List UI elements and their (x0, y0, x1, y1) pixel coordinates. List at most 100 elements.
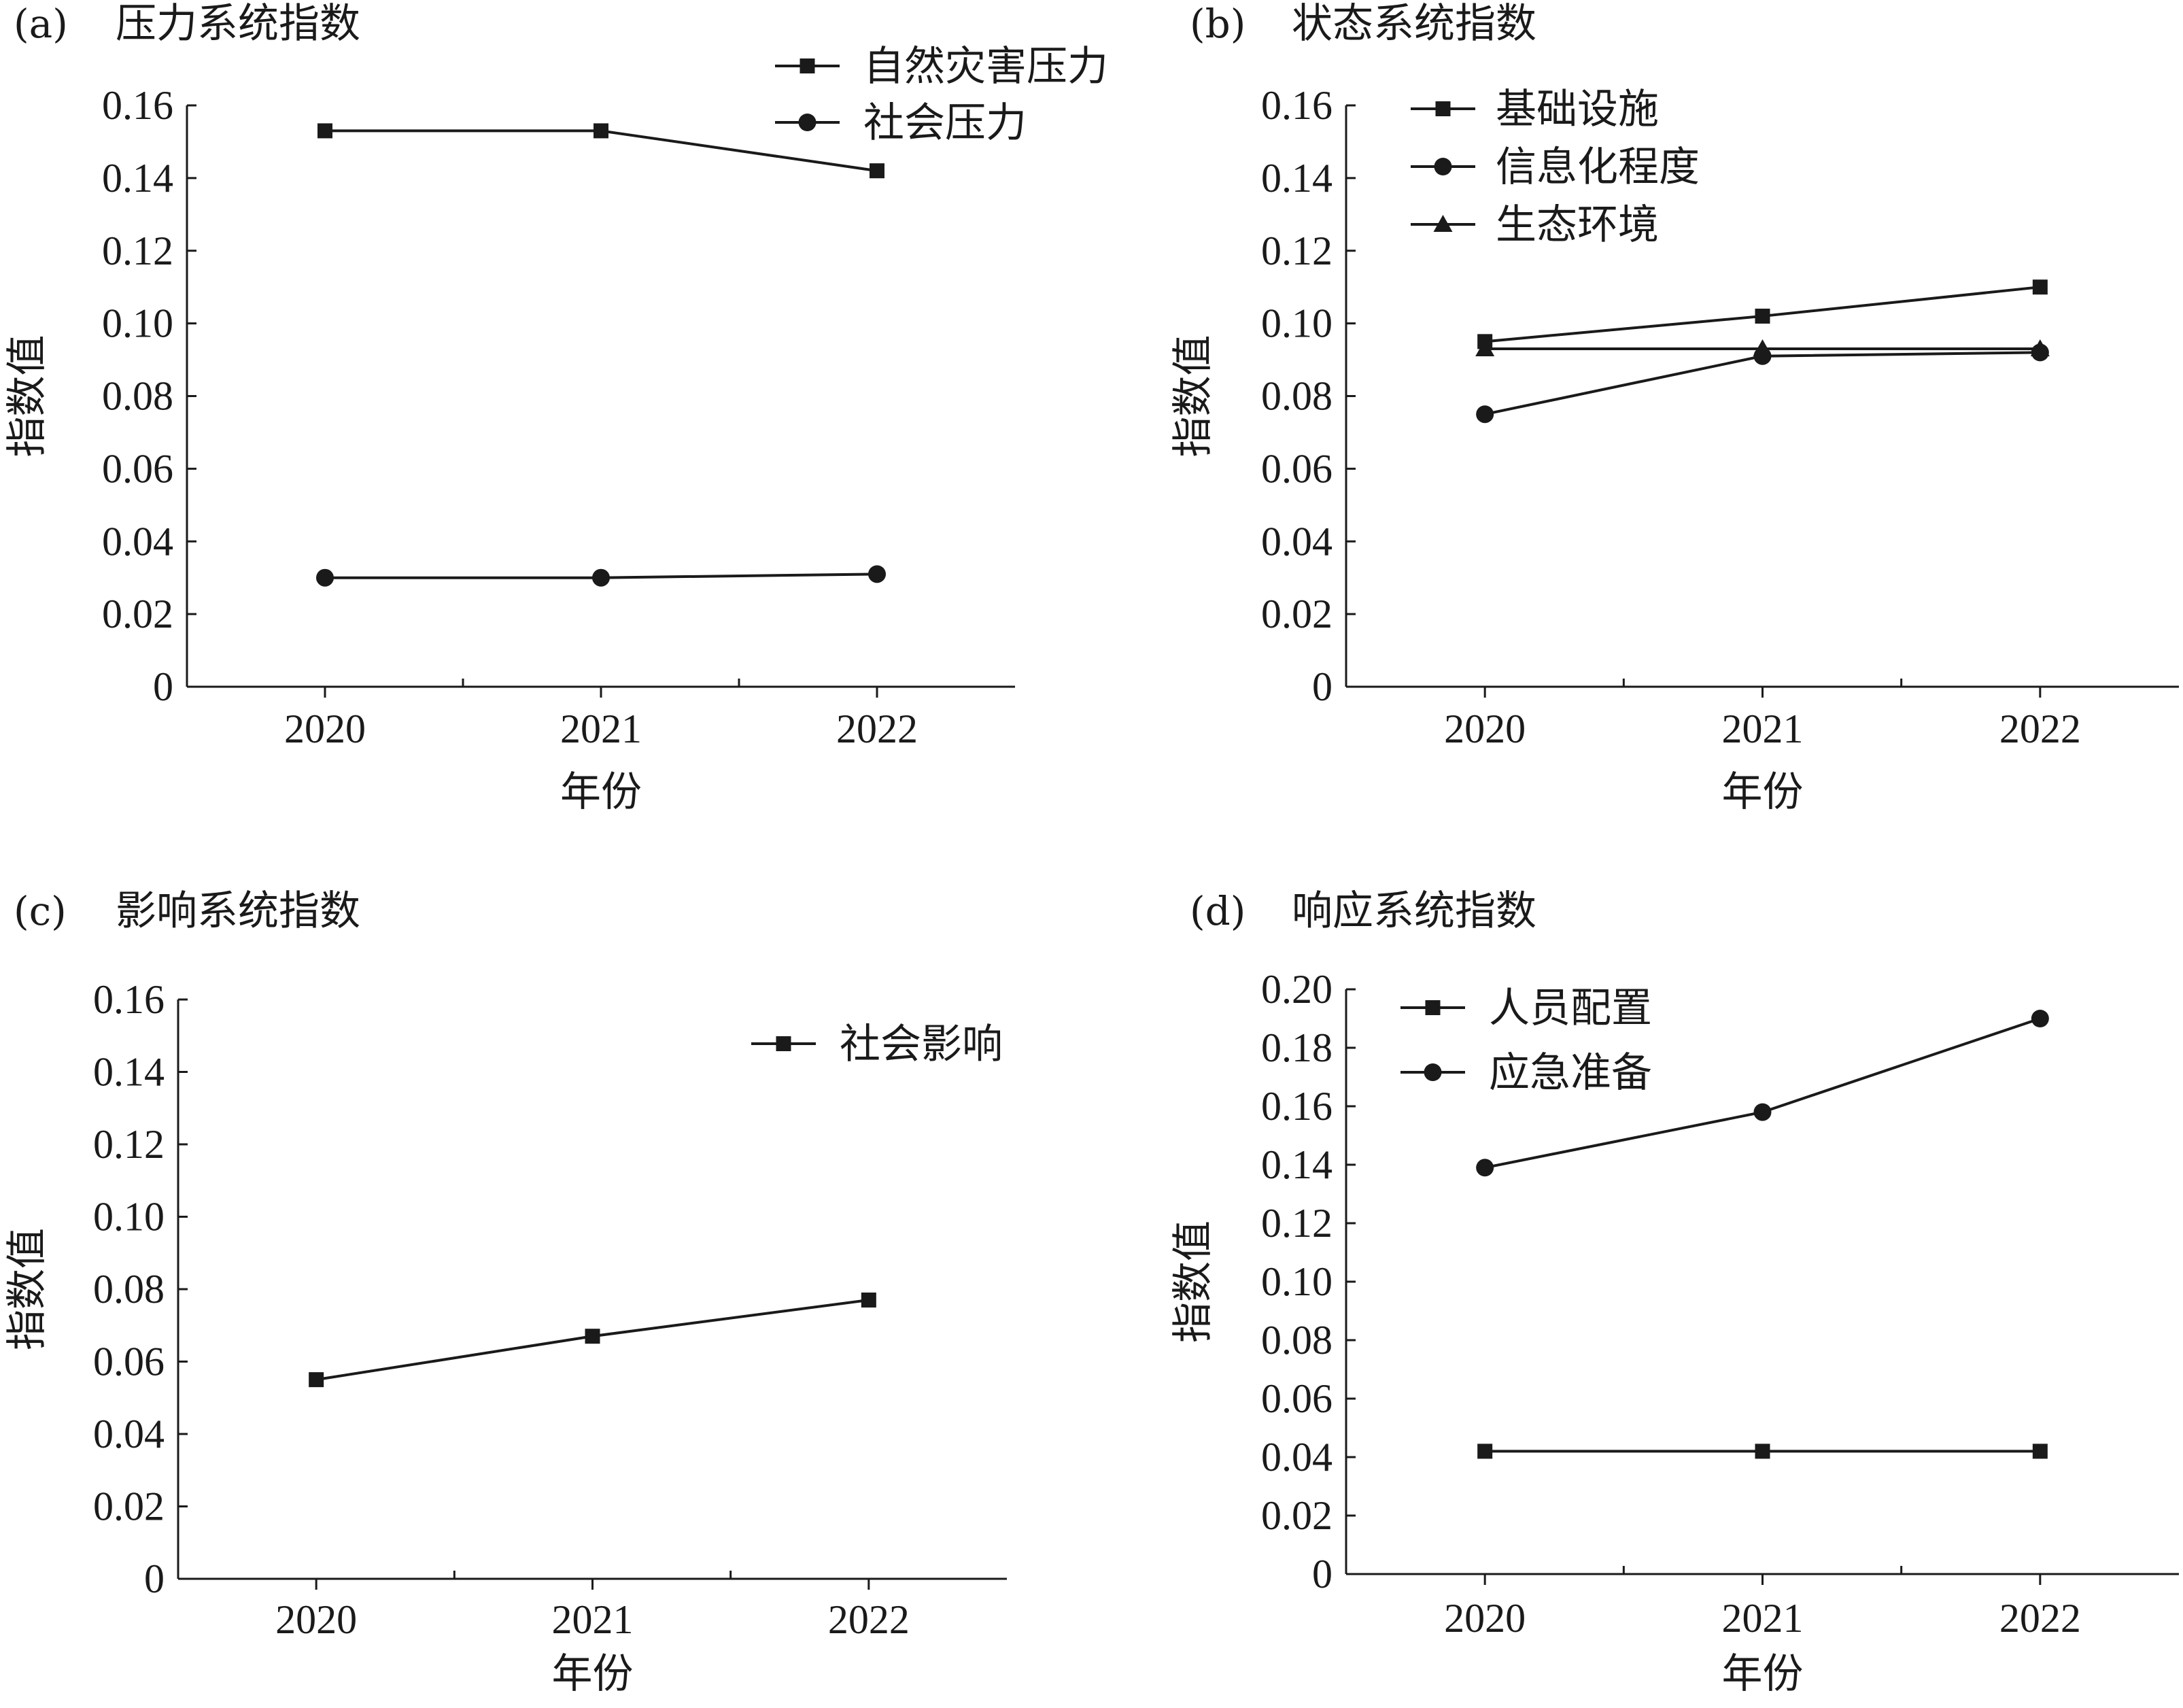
data-point (1755, 1444, 1770, 1459)
legend-label: 人员配置 (1489, 985, 1652, 1032)
y-tick-label: 0.08 (102, 374, 173, 419)
y-tick-label: 0.16 (1261, 83, 1333, 128)
data-point (317, 123, 332, 139)
chart-title: 状态系统指数 (1292, 0, 1536, 48)
chart-panel-1: (b) 状态系统指数 0 0.02 0.04 0.06 0.08 0.10 0.12 0.14 0.… (1169, 0, 2179, 816)
y-axis-title: 指数值 (3, 1228, 51, 1350)
x-tick-label: 2021 (552, 1597, 634, 1642)
chart-title: 响应系统指数 (1292, 887, 1536, 935)
x-tick-label: 2020 (275, 1597, 357, 1642)
y-tick-label: 0.10 (1261, 1259, 1333, 1304)
y-tick-label: 0.16 (102, 83, 173, 128)
panel-letter: (d) (1190, 888, 1245, 934)
x-tick-label: 2022 (836, 706, 918, 751)
y-tick-label: 0.12 (1261, 1201, 1333, 1246)
y-tick-label: 0.02 (1261, 1493, 1333, 1538)
y-tick-label: 0.08 (1261, 1318, 1333, 1363)
y-tick-label: 0.14 (102, 156, 173, 201)
legend-label: 社会压力 (863, 99, 1027, 147)
y-tick-label: 0.04 (1261, 519, 1333, 564)
chart-title: 影响系统指数 (116, 887, 360, 935)
x-tick-label: 2020 (284, 706, 366, 751)
y-tick-label: 0.14 (1261, 156, 1333, 201)
x-tick-label: 2020 (1444, 1596, 1526, 1641)
chart-title: 压力系统指数 (116, 0, 360, 48)
chart-panel-2: (c) 影响系统指数 0 0.02 0.04 0.06 0.08 0.10 0.12 0.14 0.… (3, 887, 1007, 1698)
y-tick-label: 0 (1312, 664, 1333, 709)
legend-label: 基础设施 (1496, 86, 1659, 133)
y-tick-label: 0.10 (102, 301, 173, 346)
y-tick-label: 0.10 (93, 1195, 165, 1240)
y-tick-label: 0.04 (102, 519, 173, 564)
y-tick-label: 0.06 (102, 446, 173, 491)
y-tick-label: 0.12 (102, 228, 173, 273)
y-tick-label: 0.06 (1261, 1376, 1333, 1421)
x-tick-label: 2021 (560, 706, 642, 751)
x-axis-title: 年份 (1722, 1650, 1804, 1698)
x-tick-label: 2020 (1444, 706, 1526, 751)
data-point (592, 568, 610, 587)
y-tick-label: 0.14 (1261, 1142, 1333, 1187)
y-tick-label: 0 (1312, 1552, 1333, 1596)
data-point (1475, 339, 1495, 357)
panel-letter: (a) (14, 1, 68, 47)
y-tick-label: 0.06 (93, 1339, 165, 1384)
y-tick-label: 0.04 (1261, 1435, 1333, 1480)
legend-label: 生态环境 (1496, 201, 1659, 249)
y-tick-label: 0.02 (93, 1484, 165, 1529)
panel-letter: (b) (1190, 1, 1245, 47)
y-axis-title: 指数值 (3, 335, 51, 458)
y-tick-label: 0.12 (93, 1122, 165, 1167)
data-point (585, 1329, 600, 1344)
y-tick-label: 0.02 (102, 592, 173, 636)
y-tick-label: 0 (153, 664, 173, 709)
data-point (594, 123, 608, 139)
data-point (2030, 339, 2050, 357)
x-tick-label: 2022 (1999, 706, 2081, 751)
data-point (1477, 1444, 1493, 1459)
legend-marker (800, 58, 815, 73)
legend-marker (776, 1036, 791, 1051)
y-tick-label: 0.02 (1261, 592, 1333, 636)
data-point (2032, 279, 2048, 295)
legend-marker (1424, 1063, 1442, 1081)
y-axis-title: 指数值 (1169, 1220, 1217, 1343)
y-tick-label: 0.10 (1261, 301, 1333, 346)
legend-label: 信息化程度 (1496, 143, 1700, 191)
data-point (309, 1372, 324, 1388)
y-tick-label: 0.04 (93, 1412, 165, 1456)
x-axis-title: 年份 (552, 1650, 634, 1698)
data-point (316, 568, 334, 587)
y-tick-label: 0.06 (1261, 446, 1333, 491)
y-tick-label: 0.08 (1261, 374, 1333, 419)
data-point (868, 565, 886, 583)
legend-marker (1433, 215, 1453, 232)
data-point (1476, 405, 1494, 424)
y-tick-label: 0 (144, 1556, 165, 1601)
x-tick-label: 2021 (1722, 1596, 1804, 1641)
legend-marker (798, 114, 817, 131)
x-tick-label: 2022 (828, 1597, 910, 1642)
data-point (1755, 308, 1770, 324)
x-tick-label: 2022 (1999, 1596, 2081, 1641)
x-axis-title: 年份 (560, 768, 642, 816)
legend-label: 自然灾害压力 (863, 43, 1108, 90)
data-point (1753, 1103, 1772, 1121)
data-point (2031, 1010, 2049, 1027)
y-tick-label: 0.08 (93, 1267, 165, 1312)
legend-marker (1434, 158, 1452, 175)
legend-marker (1435, 101, 1451, 116)
data-point (1476, 1159, 1494, 1177)
y-tick-label: 0.16 (93, 977, 165, 1022)
data-point (1753, 339, 1772, 357)
data-point (2032, 1444, 2048, 1459)
panel-letter: (c) (14, 888, 67, 934)
y-tick-label: 0.18 (1261, 1025, 1333, 1070)
y-tick-label: 0.14 (93, 1050, 165, 1095)
y-tick-label: 0.20 (1261, 967, 1333, 1012)
chart-panel-0: (a) 压力系统指数 0 0.02 0.04 0.06 0.08 0.10 0.12 0.14 0.… (3, 0, 1108, 816)
y-axis-title: 指数值 (1169, 335, 1217, 458)
data-point (870, 163, 884, 179)
y-tick-label: 0.12 (1261, 228, 1333, 273)
